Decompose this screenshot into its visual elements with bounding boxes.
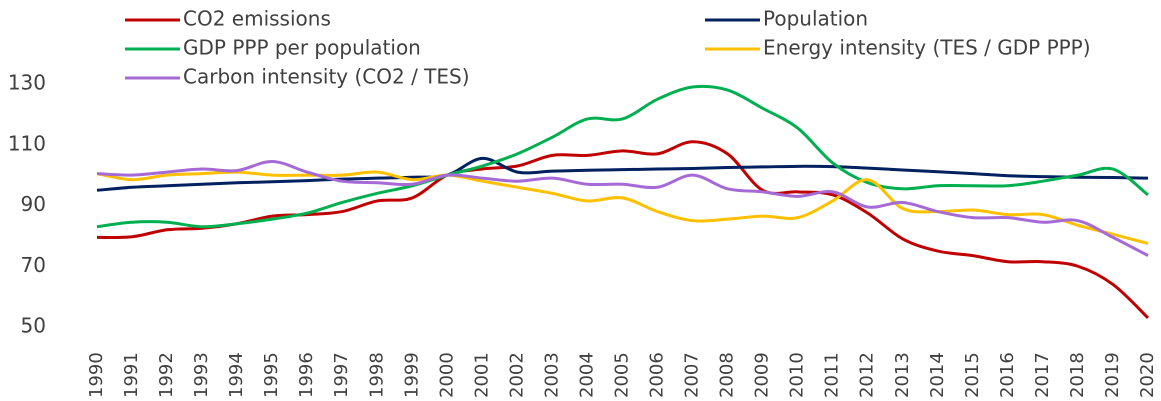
x-tick-label: 2019	[1102, 352, 1123, 398]
legend-label: Energy intensity (TES / GDP PPP)	[763, 36, 1091, 60]
x-tick-label: 1993	[191, 352, 212, 398]
x-tick-label: 2018	[1067, 352, 1088, 398]
legend-label: Carbon intensity (CO2 / TES)	[183, 65, 470, 89]
y-tick-label: 70	[21, 253, 46, 277]
y-tick-label: 50	[21, 314, 46, 338]
x-tick-label: 2006	[647, 352, 668, 398]
x-tick-label: 1999	[401, 352, 422, 398]
x-tick-label: 2016	[997, 352, 1018, 398]
x-tick-label: 1991	[121, 352, 142, 398]
series-line	[96, 159, 1149, 257]
x-tick-label: 2000	[436, 352, 457, 398]
x-tick-label: 2004	[576, 352, 597, 398]
series-line	[96, 170, 1149, 245]
series-line	[96, 156, 1149, 192]
x-tick-label: 2014	[927, 352, 948, 398]
x-tick-label: 2013	[892, 352, 913, 398]
x-tick-label: 2010	[787, 352, 808, 398]
x-tick-label: 2020	[1137, 352, 1158, 398]
x-tick-label: 2017	[1032, 352, 1053, 398]
x-tick-label: 2012	[857, 352, 878, 398]
x-tick-label: 2008	[717, 352, 738, 398]
x-tick-label: 2011	[822, 352, 843, 398]
x-tick-label: 1992	[156, 352, 177, 398]
x-tick-label: 1990	[86, 352, 107, 398]
legend-label: Population	[763, 7, 868, 31]
y-tick-label: 90	[21, 192, 46, 216]
x-tick-label: 1998	[366, 352, 387, 398]
y-tick-label: 130	[8, 71, 46, 95]
x-tick-label: 2003	[541, 352, 562, 398]
x-tick-label: 1994	[226, 352, 247, 398]
x-tick-label: 1997	[331, 352, 352, 398]
legend-label: CO2 emissions	[183, 7, 331, 31]
x-tick-label: 2015	[962, 352, 983, 398]
x-tick-label: 2002	[506, 352, 527, 398]
series-line	[96, 140, 1150, 319]
series-line	[96, 84, 1149, 229]
legend-label: GDP PPP per population	[183, 36, 421, 60]
x-tick-label: 2009	[752, 352, 773, 398]
x-tick-label: 2005	[612, 352, 633, 398]
x-tick-label: 1996	[296, 352, 317, 398]
x-tick-label: 2007	[682, 352, 703, 398]
y-tick-label: 110	[8, 131, 46, 155]
x-tick-label: 2001	[471, 352, 492, 398]
x-tick-label: 1995	[261, 352, 282, 398]
